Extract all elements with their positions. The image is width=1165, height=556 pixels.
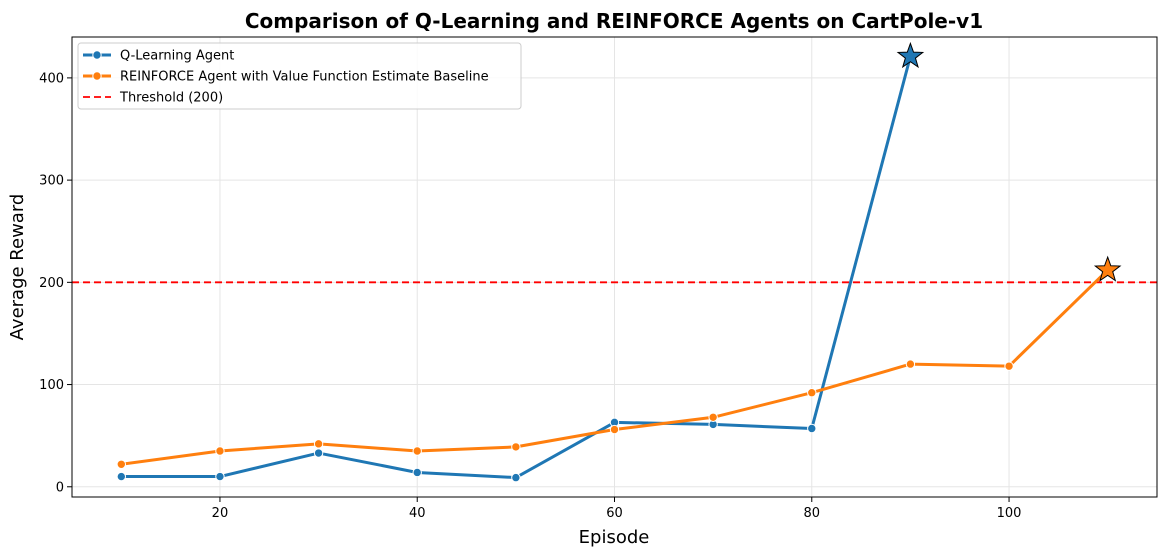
data-point [215,446,225,456]
x-tick-label: 20 [212,506,229,521]
x-tick-label: 100 [997,506,1022,521]
ticks: 20 40 60 80 100 0 100 200 300 400 [39,71,1021,521]
legend-box [77,42,522,110]
data-point [313,448,324,458]
series-layer [116,41,1122,483]
data-point [1004,361,1014,371]
legend-label: Q-Learning Agent [120,49,234,64]
final-star-marker [896,41,925,69]
data-point [412,467,422,478]
legend-label: REINFORCE Agent with Value Function Esti… [120,70,489,85]
data-point [313,439,324,449]
x-tick-label: 60 [606,506,623,521]
y-tick-label: 200 [39,276,64,291]
legend-label: Threshold (200) [119,91,223,106]
series-1 [116,41,925,483]
data-point [116,471,127,482]
y-tick-label: 400 [39,71,64,86]
data-point [708,412,718,422]
data-point [215,471,225,482]
series-2 [116,255,1122,469]
y-tick-label: 100 [39,378,64,393]
chart-title: Comparison of Q-Learning and REINFORCE A… [245,9,983,33]
y-axis-label: Average Reward [7,194,28,341]
data-point [807,423,817,434]
legend: Q-Learning Agent REINFORCE Agent with Val… [77,42,522,110]
data-point [609,424,620,435]
y-tick-label: 0 [56,480,64,495]
data-point [412,446,422,456]
data-point [116,459,127,469]
legend-marker [92,50,102,60]
final-star-marker [1093,255,1122,282]
data-point [511,442,521,452]
x-tick-label: 40 [409,506,426,521]
data-point [511,472,521,483]
y-tick-label: 300 [39,174,64,189]
x-tick-label: 80 [803,506,820,521]
data-point [905,359,916,369]
data-point [807,388,817,398]
legend-marker [92,71,102,81]
x-axis-label: Episode [579,527,650,548]
